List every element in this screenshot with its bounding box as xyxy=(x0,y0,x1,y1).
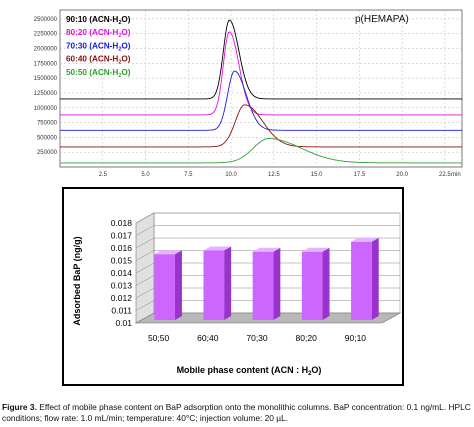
chromatogram-x-tick-label: 17.5 xyxy=(354,172,366,178)
bar-chart-y-tick-label: 0.01 xyxy=(115,318,132,328)
bar-chart-gridline-side xyxy=(135,262,155,274)
chromatogram-x-tick-label: 20.0 xyxy=(396,172,408,178)
bar-chart-x-tick-label: 60;40 xyxy=(197,333,219,343)
chromatogram-x-tick-label: 7.5 xyxy=(184,172,193,178)
chromatogram-plot-area xyxy=(59,9,463,168)
bar-chart-gridline-side xyxy=(135,212,155,224)
bar-front xyxy=(301,251,323,320)
bar-chart-gridline-side xyxy=(135,275,155,286)
chromatogram-y-tick-label: 2500000 xyxy=(34,17,58,23)
chromatogram-series-line-3 xyxy=(60,70,462,131)
chromatogram-y-tick-label: 1250000 xyxy=(34,91,58,97)
chromatogram-series xyxy=(60,19,462,164)
chromatogram-series-line-5 xyxy=(60,138,462,164)
bar-2 xyxy=(203,246,232,320)
chromatogram-legend: 90:10 (ACN-H2O) 80:20 (ACN-H2O) 70:30 (ACN… xyxy=(66,15,131,79)
bar-1 xyxy=(154,250,182,320)
chromatogram-y-tick-label: 250000 xyxy=(37,150,58,156)
chromatogram-x-ticks: 2.5 5.0 7.5 10.0 12.5 15.0 17.5 20.0 22.5 xyxy=(99,172,452,178)
bar-chart-x-tick-label: 50;50 xyxy=(148,333,170,343)
chromatogram-series-line-1 xyxy=(60,19,462,100)
bar-top xyxy=(154,250,182,255)
legend-entry-1: 90:10 (ACN-H2O) xyxy=(66,15,131,26)
bar-chart-y-tick-label: 0.017 xyxy=(111,231,133,241)
bar-front xyxy=(252,251,274,320)
chromatogram-y-ticks: 250000 500000 750000 1000000 1250000 1500000 1… xyxy=(34,17,58,156)
chromatogram-x-tick-label: 12.5 xyxy=(268,172,280,178)
bar-chart-y-label: Adsorbed BaP (ng/g) xyxy=(72,236,82,325)
bar-chart-gridline-side xyxy=(135,225,155,236)
figure-caption-text: Effect of mobile phase content on BaP ad… xyxy=(2,402,471,423)
bar-chart-gridline-side xyxy=(135,300,155,311)
chromatogram-x-tick-label: 2.5 xyxy=(99,172,108,178)
chromatogram-x-tick-label: 5.0 xyxy=(141,172,150,178)
bar-chart: 0.018 0.017 0.016 0.015 0.014 0.013 0.012 0.011… xyxy=(72,212,402,377)
chromatogram-chart: 250000 500000 750000 1000000 1250000 1500000 1… xyxy=(34,9,463,178)
bar-chart-y-tick-label: 0.012 xyxy=(111,293,133,303)
bar-top xyxy=(351,237,379,242)
chromatogram-y-tick-label: 500000 xyxy=(37,135,58,141)
bar-chart-gridline-side xyxy=(135,287,155,299)
bar-side xyxy=(322,247,330,320)
bar-chart-y-tick-label: 0.011 xyxy=(111,306,132,316)
bar-chart-x-ticks: 50;50 60;40 70;30 80;20 90;10 xyxy=(148,333,366,343)
bar-side xyxy=(273,247,281,320)
bar-chart-gridline-side xyxy=(135,250,155,261)
bar-chart-y-tick-label: 0.018 xyxy=(111,218,133,228)
chromatogram-y-tick-label: 1000000 xyxy=(34,106,58,112)
bar-chart-gridline-side xyxy=(135,312,155,324)
bar-front xyxy=(154,254,175,320)
legend-entry-3: 70:30 (ACN-H2O) xyxy=(66,41,131,52)
bar-chart-x-tick-label: 80;20 xyxy=(296,333,318,343)
bar-side xyxy=(174,250,182,320)
legend-entry-4: 60:40 (ACN-H2O) xyxy=(66,55,131,66)
chromatogram-grid xyxy=(59,9,463,168)
figure-caption-label: Figure 3. xyxy=(2,402,37,412)
chromatogram-x-tick-label: 22.5 xyxy=(439,172,451,178)
bar-chart-y-tick-label: 0.013 xyxy=(111,281,133,291)
bar-chart-x-tick-label: 70;30 xyxy=(246,333,268,343)
chromatogram-series-line-4 xyxy=(60,104,462,148)
chromatogram-x-unit: min xyxy=(451,172,461,178)
bar-side xyxy=(224,246,232,320)
chromatogram-y-tick-label: 2250000 xyxy=(34,32,58,38)
bar-chart-x-tick-label: 90;10 xyxy=(345,333,367,343)
bar-front xyxy=(203,250,225,320)
chromatogram-y-tick-label: 750000 xyxy=(37,121,58,127)
bar-chart-gridline-side xyxy=(135,237,155,249)
chromatogram-series-line-2 xyxy=(60,31,462,116)
chromatogram-y-tick-label: 2000000 xyxy=(34,47,58,53)
bar-chart-y-tick-label: 0.015 xyxy=(111,256,133,266)
bar-top xyxy=(252,247,281,252)
bar-chart-y-tick-label: 0.014 xyxy=(111,268,133,278)
bar-front xyxy=(351,241,372,320)
figure-caption: Figure 3. Effect of mobile phase content… xyxy=(2,402,472,424)
legend-entry-2: 80:20 (ACN-H2O) xyxy=(66,28,131,39)
bar-chart-frame: 0.018 0.017 0.016 0.015 0.014 0.013 0.012 0.011… xyxy=(62,187,404,386)
chromatogram-y-tick-label: 1750000 xyxy=(34,61,58,67)
bar-chart-x-label: Mobile phase content (ACN : H2O) xyxy=(177,365,322,377)
chromatogram-x-tick-label: 15.0 xyxy=(311,172,323,178)
bar-3 xyxy=(252,247,281,320)
chromatogram-x-tick-label: 10.0 xyxy=(225,172,237,178)
bar-top xyxy=(203,246,232,251)
bar-side xyxy=(371,237,379,320)
legend-entry-5: 50:50 (ACN-H2O) xyxy=(66,68,131,79)
chromatogram-y-tick-label: 1500000 xyxy=(34,76,58,82)
bar-5 xyxy=(351,237,379,320)
chromatogram-title: p(HEMAPA) xyxy=(355,14,409,25)
bar-4 xyxy=(301,247,330,320)
bar-chart-bars xyxy=(154,237,379,320)
bar-chart-y-tick-label: 0.016 xyxy=(111,243,133,253)
bar-top xyxy=(301,247,330,252)
